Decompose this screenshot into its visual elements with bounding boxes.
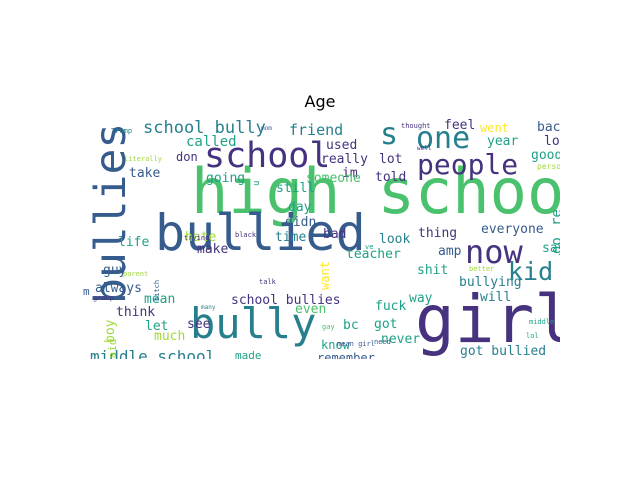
cloud-word: bullying xyxy=(459,275,522,290)
cloud-word: say xyxy=(542,241,560,256)
cloud-word: s xyxy=(380,119,399,152)
cloud-word: amp xyxy=(438,244,462,259)
cloud-word: going xyxy=(206,171,246,186)
cloud-word: now xyxy=(465,233,523,271)
cloud-word: year xyxy=(487,134,519,149)
cloud-word: made xyxy=(235,349,262,359)
cloud-word: think xyxy=(116,305,156,320)
cloud-word: mean girl xyxy=(337,340,375,348)
cloud-word: high school xyxy=(191,155,560,228)
cloud-word: talk xyxy=(259,278,276,286)
cloud-word: many xyxy=(201,304,216,311)
cloud-word: thought xyxy=(401,122,431,130)
cloud-word: Trump xyxy=(111,127,133,135)
cloud-word: way xyxy=(409,291,433,306)
cloud-word: time xyxy=(275,230,307,245)
cloud-word: one xyxy=(416,121,471,156)
cloud-word: m xyxy=(83,285,90,298)
cloud-word: told xyxy=(375,170,407,185)
cloud-word: really xyxy=(321,152,368,167)
chart-title: Age xyxy=(304,92,336,111)
cloud-word: hate xyxy=(185,230,217,245)
cloud-word: make xyxy=(197,242,229,257)
cloud-word: group xyxy=(93,294,115,302)
cloud-word: ve xyxy=(365,243,374,251)
cloud-word: good xyxy=(531,148,560,163)
cloud-word: used xyxy=(326,138,358,153)
cloud-word: mean xyxy=(144,292,176,307)
cloud-word: kid xyxy=(508,257,554,286)
cloud-word: day xyxy=(288,200,312,215)
cloud-word: lot xyxy=(379,152,403,167)
cloud-word: need xyxy=(374,338,391,346)
cloud-word: remember xyxy=(317,351,375,359)
cloud-word: bullied xyxy=(155,204,366,262)
cloud-word: know xyxy=(321,338,350,352)
cloud-word: gay xyxy=(322,323,335,331)
cloud-word: much xyxy=(154,329,186,344)
cloud-word: called xyxy=(186,134,237,150)
cloud-word: school bully xyxy=(143,119,266,138)
cloud-word: don xyxy=(176,150,198,164)
cloud-word: people xyxy=(417,148,519,181)
cloud-word: bad xyxy=(323,227,347,242)
cloud-word: back xyxy=(537,120,560,135)
cloud-word: bc xyxy=(343,318,359,333)
cloud-word: lol xyxy=(526,332,539,340)
word-cloud: high schoolbulliedgirlbullybulliesschool… xyxy=(80,119,560,359)
cloud-word: fuck xyxy=(375,299,407,314)
cloud-word: middle xyxy=(529,318,555,326)
cloud-word: thing xyxy=(418,226,458,241)
cloud-word: take xyxy=(129,166,161,181)
cloud-word: middle school xyxy=(90,347,216,360)
cloud-word: bitch xyxy=(153,279,161,302)
cloud-word: parent xyxy=(123,270,149,278)
cloud-word: friend xyxy=(289,121,344,139)
cloud-word: literally xyxy=(124,155,162,163)
cloud-word: someone xyxy=(306,171,361,186)
cloud-word: said xyxy=(106,338,119,359)
cloud-word: look xyxy=(379,232,411,247)
cloud-word: better xyxy=(469,265,495,273)
cloud-word: black xyxy=(235,231,257,239)
cloud-word: never xyxy=(381,332,421,347)
cloud-word: even xyxy=(295,302,327,317)
cloud-word: trying xyxy=(184,234,210,242)
cloud-word: bully xyxy=(190,299,317,348)
cloud-word: u xyxy=(252,180,262,187)
cloud-word: see xyxy=(187,317,211,332)
cloud-word: teacher xyxy=(346,247,401,262)
cloud-word: didn xyxy=(285,215,317,230)
cloud-word: feel xyxy=(444,119,476,133)
cloud-word: girl xyxy=(415,281,560,358)
cloud-word: want xyxy=(318,260,332,290)
cloud-word: im xyxy=(342,166,358,181)
cloud-word: will xyxy=(480,290,512,305)
cloud-word: got bullied xyxy=(460,344,547,359)
cloud-word: re xyxy=(549,208,560,226)
cloud-word: always xyxy=(95,281,142,296)
cloud-word: life xyxy=(118,235,150,250)
cloud-word: went xyxy=(480,121,509,135)
cloud-word: shit xyxy=(417,263,449,278)
cloud-word: school bullies xyxy=(231,293,341,308)
cloud-word: let xyxy=(145,319,169,334)
cloud-word: well xyxy=(417,145,432,152)
cloud-word: everyone xyxy=(481,222,544,237)
cloud-word: mom xyxy=(261,125,272,132)
cloud-word: got xyxy=(374,317,398,332)
cloud-word: still xyxy=(276,181,316,196)
cloud-word: guy xyxy=(103,263,127,278)
cloud-word: love xyxy=(544,134,560,149)
cloud-word: school xyxy=(204,136,331,176)
cloud-word: person xyxy=(537,162,560,171)
